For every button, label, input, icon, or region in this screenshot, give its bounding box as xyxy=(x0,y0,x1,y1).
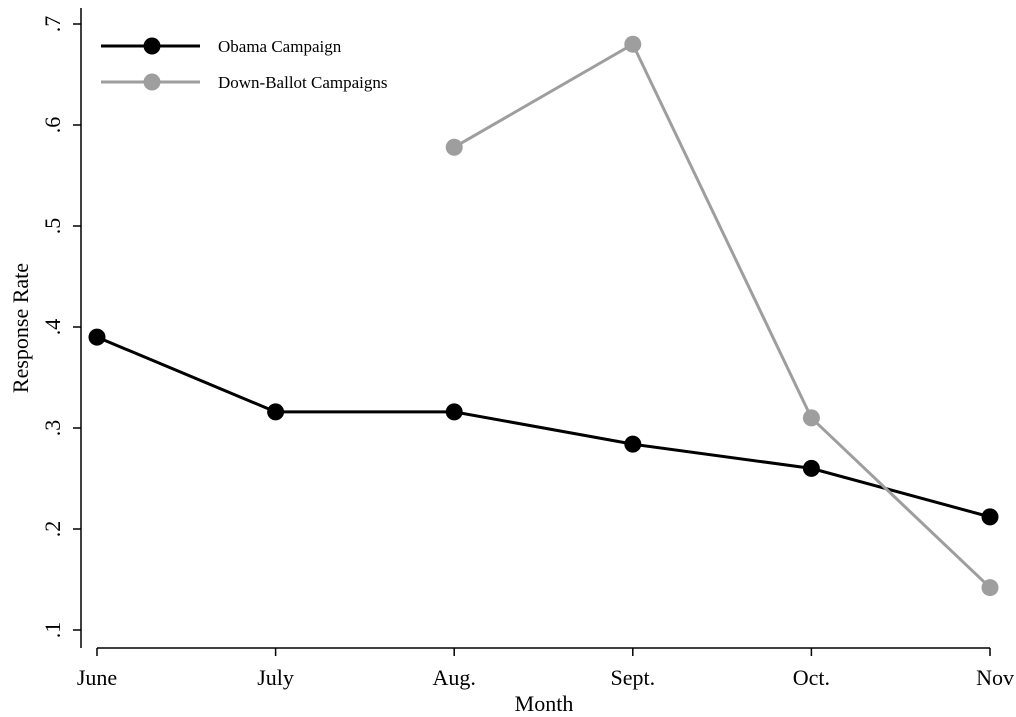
x-axis-title: Month xyxy=(515,691,574,716)
data-point-series-0 xyxy=(267,403,285,421)
legend: Obama Campaign Down-Ballot Campaigns xyxy=(101,37,388,92)
series-line-1 xyxy=(453,42,992,589)
y-tick-label: .6 xyxy=(40,117,65,134)
y-tick-label: .7 xyxy=(40,16,65,33)
y-tick-label: .5 xyxy=(40,218,65,235)
x-tick-label: Sept. xyxy=(610,665,655,690)
x-tick-label: Nov xyxy=(976,665,1014,690)
data-point-series-0 xyxy=(88,328,106,346)
x-axis-ticks: June July Aug. Sept. Oct. Nov xyxy=(77,648,1014,690)
y-axis-ticks: .1 .2 .3 .4 .5 .6 .7 xyxy=(40,16,81,639)
series-line-0 xyxy=(96,335,991,519)
data-point-series-0 xyxy=(624,435,642,453)
x-tick-label: June xyxy=(77,665,117,690)
data-point-series-1 xyxy=(624,35,642,53)
legend-marker-obama xyxy=(143,37,161,55)
y-tick-label: .4 xyxy=(40,319,65,336)
x-tick-label: July xyxy=(257,665,294,690)
legend-label-obama: Obama Campaign xyxy=(218,37,342,56)
data-point-series-0 xyxy=(981,508,999,526)
y-tick-label: .2 xyxy=(40,521,65,538)
data-point-series-1 xyxy=(981,579,999,597)
x-tick-label: Aug. xyxy=(433,665,476,690)
legend-marker-down-ballot xyxy=(143,73,161,91)
data-point-series-1 xyxy=(445,138,463,156)
data-point-series-0 xyxy=(445,403,463,421)
legend-label-down-ballot: Down-Ballot Campaigns xyxy=(218,73,388,92)
y-tick-label: .1 xyxy=(40,622,65,639)
y-tick-label: .3 xyxy=(40,420,65,437)
legend-item-obama: Obama Campaign xyxy=(101,37,342,56)
y-axis-title: Response Rate xyxy=(8,263,33,393)
series-layer xyxy=(88,35,999,597)
legend-item-down-ballot: Down-Ballot Campaigns xyxy=(101,73,388,92)
data-point-series-0 xyxy=(802,459,820,477)
x-tick-label: Oct. xyxy=(793,665,830,690)
data-point-series-1 xyxy=(802,409,820,427)
plot-area: .1 .2 .3 .4 .5 .6 .7 June July Aug. Sept. Oct. Nov xyxy=(40,8,1014,690)
